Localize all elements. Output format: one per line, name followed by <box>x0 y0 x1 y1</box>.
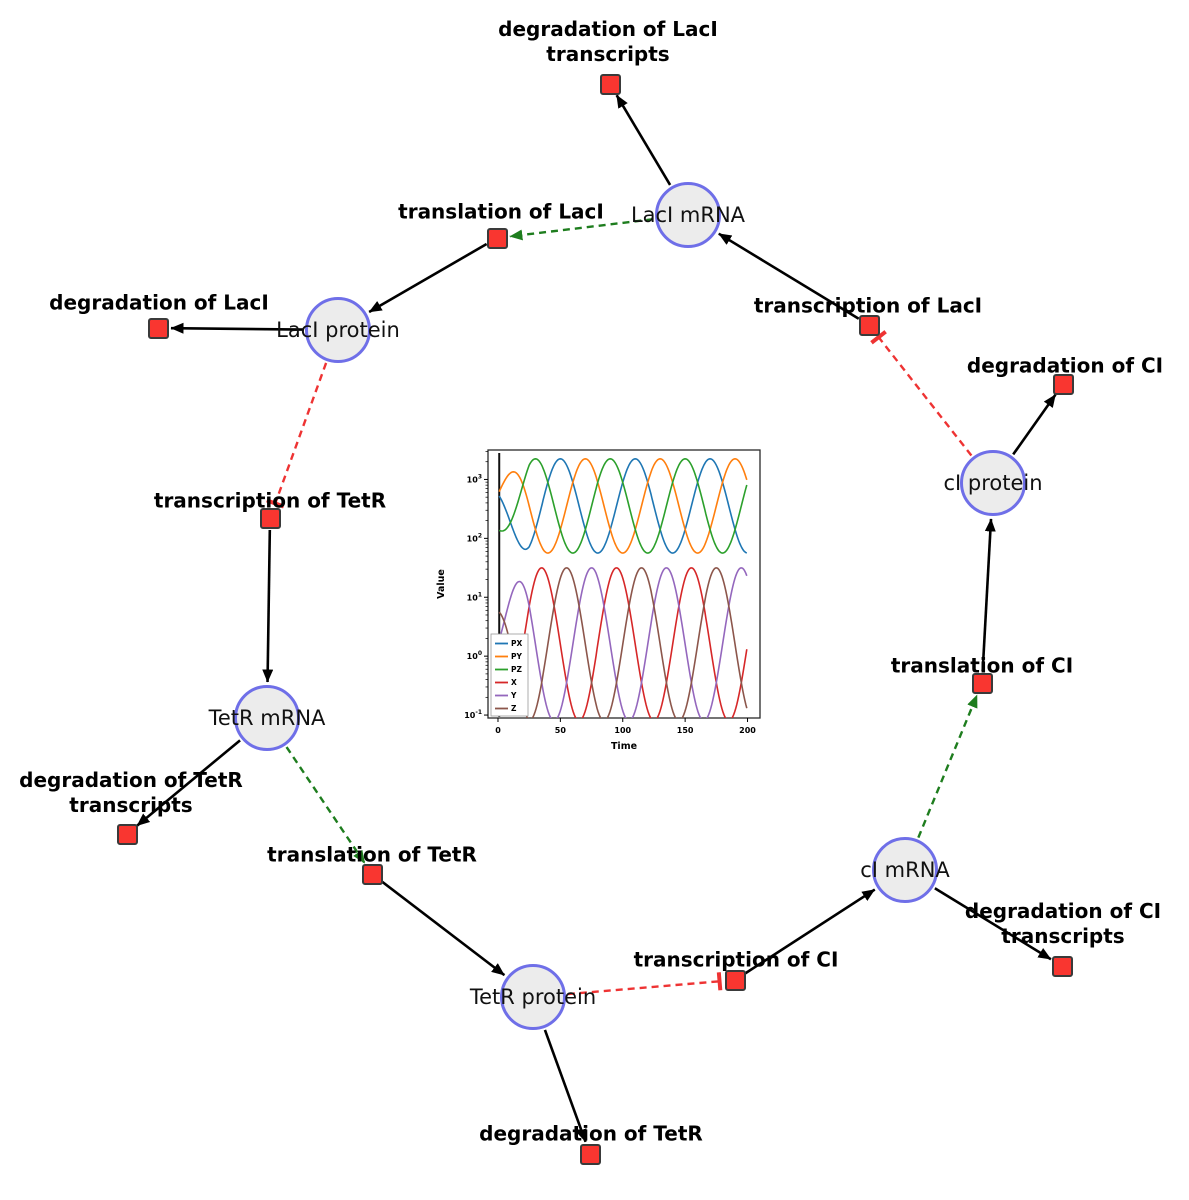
y-tick-label: 101 <box>467 591 482 602</box>
reaction-node-deg_laci_tx[interactable] <box>599 73 621 95</box>
edge-production-transcr_tetr-tetr_mrna <box>262 529 274 683</box>
reaction-label-deg_laci_tx: degradation of LacI transcripts <box>498 17 718 66</box>
edge-modifier-laci_mrna-transl_laci <box>509 217 654 241</box>
edge-inhibition-laci_protein-transcr_tetr <box>266 362 328 509</box>
chart-curve-Y <box>498 567 748 718</box>
edge-consumption-laci_mrna-deg_laci_tx <box>615 94 672 186</box>
chart-curve-X <box>498 567 748 718</box>
edge-consumption-laci_protein-deg_laci <box>170 322 304 334</box>
reaction-label-deg_tetr_tx: degradation of TetR transcripts <box>19 768 243 817</box>
reaction-label-deg_ci_tx: degradation of CI transcripts <box>964 899 1162 948</box>
reaction-label-transcr_ci: transcription of CI <box>633 947 839 972</box>
reaction-label-deg_tetr: degradation of TetR <box>479 1121 703 1146</box>
chart-curve-Z <box>498 567 748 718</box>
legend-box <box>490 633 529 717</box>
edge-consumption-ci_mrna-deg_ci_tx <box>934 887 1052 961</box>
legend-label-PZ: PZ <box>511 665 522 674</box>
reaction-node-deg_tetr_tx[interactable] <box>116 823 138 845</box>
edge-modifier-ci_mrna-transl_ci <box>917 694 979 839</box>
edge-consumption-tetr_mrna-deg_tetr_tx <box>136 739 241 827</box>
edge-production-transl_laci-laci_protein <box>368 242 488 314</box>
y-tick-label: 103 <box>467 473 482 484</box>
timeseries-inset-chart: 10-1 100 101 102 103 0 50 100 150 200 PX PY PZ X Y Z T… <box>432 440 765 762</box>
reaction-label-transcr_laci: transcription of LacI <box>753 293 983 318</box>
y-tick-label: 100 <box>467 650 482 661</box>
species-node-laci_mrna[interactable] <box>655 182 721 248</box>
reaction-node-transcr_laci[interactable] <box>858 314 880 336</box>
reaction-label-transcr_tetr: transcription of TetR <box>153 488 387 513</box>
chart-axes: 10-1 100 101 102 103 0 50 100 150 200 <box>464 450 756 735</box>
reaction-node-transcr_ci[interactable] <box>724 969 746 991</box>
legend-label-X: X <box>511 678 517 687</box>
species-node-ci_protein[interactable] <box>960 450 1026 516</box>
reaction-node-transl_ci[interactable] <box>971 672 993 694</box>
reaction-label-transl_laci: translation of LacI <box>398 199 604 224</box>
legend-label-PX: PX <box>511 639 522 648</box>
species-node-tetr_mrna[interactable] <box>234 685 300 751</box>
edge-production-transl_ci-ci_protein <box>981 518 996 672</box>
x-tick-label: 150 <box>677 726 694 735</box>
species-node-ci_mrna[interactable] <box>872 837 938 903</box>
y-axis-label: Value <box>436 569 447 599</box>
reaction-node-deg_tetr[interactable] <box>579 1143 601 1165</box>
reaction-node-deg_ci[interactable] <box>1052 373 1074 395</box>
edge-production-transl_tetr-tetr_protein <box>380 880 506 977</box>
reaction-label-deg_ci: degradation of CI <box>966 353 1164 378</box>
reaction-node-transcr_tetr[interactable] <box>259 507 281 529</box>
reaction-node-deg_laci[interactable] <box>147 317 169 339</box>
legend-label-Z: Z <box>511 704 517 713</box>
species-label-laci_protein: LacI protein <box>276 318 400 342</box>
reaction-node-deg_ci_tx[interactable] <box>1051 955 1073 977</box>
chart-legend: PX PY PZ XYZ <box>490 633 529 717</box>
edge-inhibition-ci_protein-transcr_laci <box>870 330 973 457</box>
legend-label-PY: PY <box>511 652 522 661</box>
reaction-label-transl_tetr: translation of TetR <box>267 842 477 867</box>
y-tick-label: 102 <box>467 532 482 543</box>
x-tick-label: 100 <box>614 726 631 735</box>
reaction-label-deg_laci: degradation of LacI <box>49 290 269 315</box>
edge-production-transcr_laci-laci_mrna <box>718 232 860 320</box>
edge-production-transcr_ci-ci_mrna <box>744 888 876 975</box>
species-node-laci_protein[interactable] <box>305 297 371 363</box>
species-label-tetr_mrna: TetR mRNA <box>208 706 326 730</box>
edge-inhibition-tetr_protein-transcr_ci <box>567 972 723 996</box>
chart-curve-PZ <box>498 457 748 554</box>
species-label-ci_mrna: cI mRNA <box>860 858 950 882</box>
x-tick-label: 0 <box>495 726 501 735</box>
legend-label-Y: Y <box>510 691 517 700</box>
species-label-ci_protein: cI protein <box>943 471 1043 495</box>
x-tick-label: 200 <box>739 726 756 735</box>
reaction-label-transl_ci: translation of CI <box>890 653 1074 678</box>
species-node-tetr_protein[interactable] <box>500 964 566 1030</box>
y-tick-label: 10-1 <box>464 709 482 720</box>
reaction-node-transl_tetr[interactable] <box>361 863 383 885</box>
species-label-tetr_protein: TetR protein <box>469 985 597 1009</box>
x-axis-label: Time <box>611 741 637 752</box>
edge-consumption-tetr_protein-deg_tetr <box>543 1029 587 1143</box>
timeseries-plot: 10-1 100 101 102 103 0 50 100 150 200 PX PY PZ XYZ T… <box>436 449 761 752</box>
species-label-laci_mrna: LacI mRNA <box>630 203 746 227</box>
chart-curve-PY <box>498 457 748 554</box>
reaction-node-transl_laci[interactable] <box>486 227 508 249</box>
x-tick-label: 50 <box>555 726 567 735</box>
edge-consumption-ci_protein-deg_ci <box>1012 393 1057 456</box>
